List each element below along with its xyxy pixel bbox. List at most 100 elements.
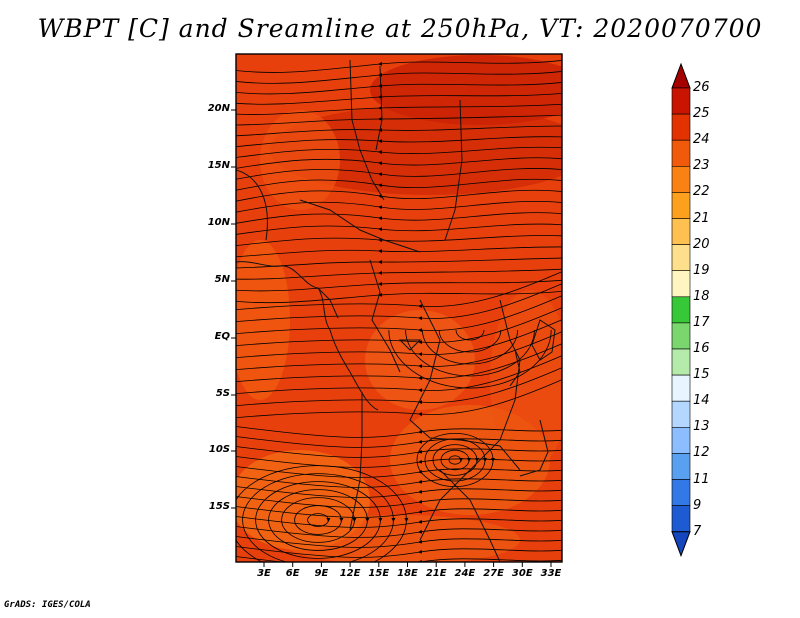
lon-label: 30E: [511, 568, 533, 579]
streamline: [236, 456, 562, 468]
lat-label: 5N: [214, 274, 230, 285]
lat-label: 15N: [207, 160, 230, 171]
streamline: [236, 146, 562, 158]
streamline: [236, 426, 562, 438]
streamline: [236, 516, 562, 528]
streamline: [236, 496, 562, 508]
colorbar-label: 7: [693, 523, 702, 539]
plot-area: [236, 54, 562, 562]
colorbar-label: 23: [693, 158, 710, 174]
streamline: [236, 331, 562, 371]
streamline: [236, 246, 562, 258]
colorbar-swatch: [671, 453, 691, 480]
lon-label: 18E: [397, 568, 418, 579]
colorbar-swatch: [671, 113, 691, 141]
lon-ticks: [263, 562, 552, 567]
colorbar-swatch: [671, 296, 691, 324]
lat-label: 15S: [208, 501, 230, 512]
colorbar-label: 17: [693, 314, 710, 330]
streamline: [236, 178, 562, 191]
lat-ticks: [231, 109, 236, 509]
streamline: [440, 449, 471, 471]
colorbar-label: 19: [693, 262, 710, 278]
lon-label: 33E: [540, 568, 562, 579]
lat-label: 10N: [207, 217, 230, 228]
streamline: [236, 168, 562, 180]
colorbar-swatch: [671, 244, 691, 272]
streamline: [424, 438, 487, 482]
coastlines-borders: [236, 59, 556, 562]
streamline: [236, 189, 562, 202]
streamline: [236, 81, 562, 95]
colorbar-swatch: [671, 505, 691, 533]
streamline: [236, 436, 562, 448]
streamline: [236, 157, 562, 169]
credit-text: GrADS: IGES/COLA: [4, 600, 91, 610]
colorbar-label: 22: [693, 184, 710, 200]
map-title: WBPT [C] and Sreamline at 250hPa, VT: 20…: [37, 14, 763, 43]
streamline: [236, 136, 562, 148]
streamline: [236, 319, 562, 359]
colorbar-label: 25: [693, 106, 710, 122]
plot-frame: [235, 53, 563, 563]
streamline: [236, 465, 409, 562]
streamline: [236, 60, 562, 73]
colorbar-label: 26: [693, 80, 710, 95]
colorbar-swatch: [671, 479, 691, 506]
streamline: [236, 343, 562, 383]
streamline: [236, 223, 562, 235]
colorbar-label: 11: [693, 471, 710, 487]
streamline: [236, 466, 562, 478]
streamlines: [236, 60, 562, 562]
streamline: [455, 329, 485, 341]
streamline: [281, 497, 357, 543]
colorbar: [671, 62, 691, 558]
colorbar-label: 24: [693, 132, 710, 148]
lon-label: 12E: [339, 568, 361, 579]
lat-label: 10S: [208, 444, 230, 455]
streamline: [236, 476, 562, 488]
colorbar-label: 15: [693, 367, 710, 383]
streamline: [236, 367, 562, 407]
streamline: [236, 536, 562, 548]
streamline: [294, 505, 344, 535]
streamline: [236, 307, 562, 347]
lon-label: 24E: [454, 568, 476, 579]
colorbar-swatch: [671, 192, 691, 219]
colorbar-swatch: [671, 270, 691, 298]
streamline: [236, 295, 562, 335]
lon-label: 27E: [483, 568, 504, 579]
colorbar-bottom-arrow: [671, 531, 691, 558]
streamline: [236, 290, 562, 304]
streamline: [405, 329, 535, 377]
streamline: [268, 489, 370, 551]
streamline: [236, 283, 562, 323]
streamline: [236, 506, 562, 518]
lon-label: 15E: [368, 568, 390, 579]
streamline: [388, 329, 552, 389]
colorbar-swatch: [671, 87, 691, 115]
lon-label: 6E: [285, 568, 300, 579]
colorbar-label: 12: [693, 445, 710, 461]
streamline: [236, 268, 562, 280]
streamline: [438, 329, 502, 353]
streamline: [236, 235, 562, 246]
streamline: [236, 92, 562, 105]
streamline: [236, 556, 562, 562]
streamline: [236, 446, 562, 458]
streamline: [242, 473, 396, 562]
streamline: [236, 200, 562, 213]
colorbar-swatch: [671, 400, 691, 428]
streamline: [236, 103, 562, 115]
streamline: [416, 433, 495, 487]
colorbar-label: 16: [693, 341, 710, 356]
lat-label: 5S: [215, 388, 230, 399]
colorbar-swatch: [671, 218, 691, 245]
streamline: [236, 114, 562, 126]
streamline: [448, 455, 463, 465]
streamline: [236, 279, 562, 292]
lon-label: 21E: [425, 568, 447, 579]
streamline: [422, 329, 518, 365]
colorbar-swatch: [671, 166, 691, 193]
